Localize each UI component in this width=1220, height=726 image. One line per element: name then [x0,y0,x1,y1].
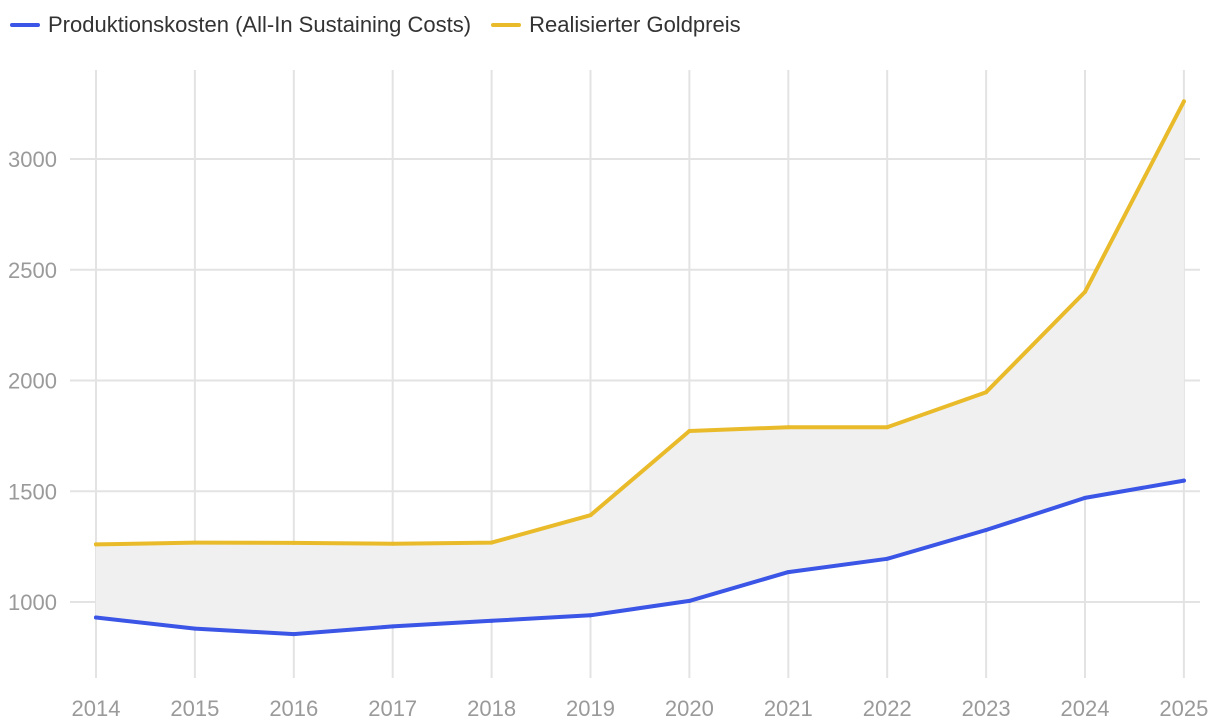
x-tick-label: 2019 [566,696,615,721]
chart-legend: Produktionskosten (All-In Sustaining Cos… [10,12,741,38]
data-point-costs [786,570,791,575]
x-tick-label: 2014 [72,696,121,721]
data-point-gold [390,541,395,546]
series-lines [94,99,1186,637]
legend-swatch-gold [491,23,522,27]
x-tick-label: 2015 [170,696,219,721]
x-axis-labels: 2014 2015 2016 2017 2018 2019 2020 2021 2022 2023… [72,696,1209,721]
y-tick-label: 2500 [8,258,57,283]
x-tick-label: 2017 [368,696,417,721]
data-point-costs [588,613,593,618]
data-point-costs [291,632,296,637]
data-point-gold [786,425,791,430]
data-point-gold [489,540,494,545]
data-point-gold [885,425,890,430]
x-tick-label: 2018 [467,696,516,721]
data-point-gold [1181,99,1186,104]
data-point-costs [94,615,98,620]
x-tick-label: 2016 [269,696,318,721]
data-point-costs [192,626,197,631]
data-point-costs [687,598,692,603]
x-tick-label: 2025 [1159,696,1208,721]
y-axis-labels: 1000 1500 2000 2500 3000 [8,147,57,615]
data-point-gold [687,429,692,434]
data-point-costs [1083,495,1087,500]
x-tick-label: 2021 [764,696,813,721]
data-point-gold [984,390,989,395]
data-point-gold [291,540,296,545]
area-between-series [96,101,1184,635]
legend-label-gold: Realisierter Goldpreis [529,12,741,37]
data-point-costs [1181,478,1186,483]
series-line-costs [94,478,1186,637]
fill-between-area [96,101,1184,635]
y-tick-label: 1000 [8,590,57,615]
data-point-gold [192,540,197,545]
y-tick-label: 2000 [8,369,57,394]
data-point-gold [94,542,98,547]
data-point-costs [489,618,494,623]
series-line-gold [94,99,1186,547]
x-tick-label: 2020 [665,696,714,721]
legend-item-gold[interactable]: Realisierter Goldpreis [491,12,741,38]
data-point-costs [390,624,395,629]
x-tick-label: 2024 [1061,696,1110,721]
data-point-gold [1083,289,1087,294]
x-tick-label: 2022 [863,696,912,721]
y-tick-label: 1500 [8,479,57,504]
data-point-gold [588,513,593,518]
data-point-costs [885,556,890,561]
x-tick-label: 2023 [962,696,1011,721]
legend-item-costs[interactable]: Produktionskosten (All-In Sustaining Cos… [10,12,471,38]
legend-label-costs: Produktionskosten (All-In Sustaining Cos… [48,12,472,37]
legend-swatch-costs [10,23,40,27]
y-tick-label: 3000 [8,147,57,172]
data-point-costs [984,528,989,533]
